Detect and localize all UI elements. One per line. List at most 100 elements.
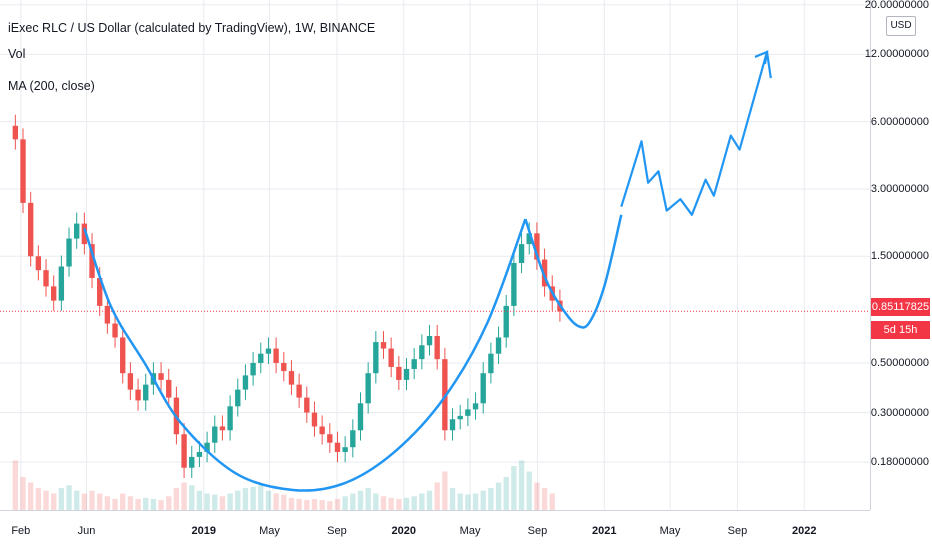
volume-bar: [541, 488, 548, 510]
time-tick-label: Jun: [77, 525, 96, 537]
volume-bar: [488, 488, 494, 510]
volume-bar: [288, 497, 295, 510]
time-scale[interactable]: Feb Jun 2019 May Sep 2020 May Sep 2021 May Sep 2022: [0, 510, 870, 551]
candle-body: [273, 348, 279, 363]
candle-body: [97, 277, 103, 306]
volume-bar: [235, 490, 241, 510]
candle-body: [449, 419, 456, 431]
candle-body: [189, 456, 195, 468]
volume-bar: [426, 490, 433, 510]
candle-body: [219, 426, 226, 431]
volume-bar: [327, 501, 333, 510]
volume-bar: [549, 493, 555, 510]
time-tick-label: 2022: [792, 525, 817, 537]
price-tick-label: 6.00000000: [870, 115, 929, 128]
candle-body: [511, 262, 517, 306]
volume-bar: [181, 482, 187, 510]
time-tick-label: Sep: [327, 525, 347, 537]
candle-body: [258, 353, 264, 363]
candle-body: [204, 442, 210, 452]
volume-bar: [518, 460, 525, 510]
volume-bar: [281, 494, 287, 510]
volume-bar: [212, 494, 218, 510]
legend-ma: MA (200, close): [8, 79, 95, 93]
volume-bar: [265, 490, 272, 510]
volume-bar: [511, 466, 517, 510]
candle-body: [373, 342, 379, 374]
candle-body: [403, 368, 410, 380]
volume-bar: [20, 477, 26, 510]
price-tick-label: 3.00000000: [870, 182, 929, 195]
candle-body: [288, 371, 295, 385]
candle-body: [127, 373, 134, 390]
candle-body: [12, 125, 19, 140]
candle-body: [311, 412, 318, 427]
volume-bar: [311, 499, 318, 510]
price-tick-label: 0.30000000: [870, 406, 929, 419]
candle-body: [143, 384, 149, 401]
currency-button[interactable]: USD: [886, 16, 916, 36]
candle-body: [327, 434, 333, 443]
volume-bar: [12, 460, 19, 510]
zigzag-projection: [620, 50, 772, 216]
candle-body: [112, 323, 118, 338]
grid-lines: [0, 0, 870, 510]
arrow-head: [754, 50, 769, 65]
volume-bar: [388, 497, 394, 510]
volume-bar: [403, 497, 410, 510]
candle-body: [135, 389, 141, 401]
candle-body: [488, 353, 494, 374]
price-tick-label: 1.50000000: [870, 250, 929, 263]
time-tick-label: 2020: [391, 525, 417, 537]
volume-bar: [51, 493, 57, 510]
volume-bar: [304, 500, 310, 510]
candle-body: [342, 447, 348, 452]
volume-bar: [380, 496, 387, 510]
candle-body: [541, 259, 548, 287]
candle-body: [120, 337, 126, 374]
candle-body: [419, 345, 425, 360]
volume-bar: [434, 482, 440, 510]
candle-body: [104, 305, 111, 324]
candle-body: [20, 139, 26, 203]
candle-body: [181, 434, 187, 468]
volume-bar: [534, 482, 540, 510]
candle-body: [357, 403, 364, 431]
candle-body: [242, 375, 249, 390]
candle-body: [411, 359, 417, 369]
time-tick-label: May: [459, 525, 481, 537]
candle-body: [518, 244, 525, 263]
candle-body: [534, 233, 540, 260]
drawing-layer[interactable]: [83, 50, 772, 492]
chart-svg[interactable]: [0, 0, 870, 510]
candle-body: [380, 342, 387, 349]
candle-body: [426, 336, 433, 346]
price-tick-label: 12.00000000: [864, 48, 929, 61]
chart-pane[interactable]: iExec RLC / US Dollar (calculated by Tra…: [0, 0, 870, 510]
volume-bar: [127, 496, 134, 510]
time-tick-label: 2021: [592, 525, 617, 537]
volume-bar: [442, 471, 448, 510]
candle-body: [250, 362, 256, 376]
price-tick-label: 20.00000000: [864, 0, 929, 11]
price-tick-label: 0.18000000: [870, 456, 929, 469]
volume-bar: [74, 490, 80, 510]
volume-bar: [112, 499, 118, 510]
candle-body: [388, 348, 394, 367]
volume-bar: [480, 490, 486, 510]
candlestick-series: [12, 114, 563, 478]
countdown-tag: 5d 15h: [871, 321, 930, 339]
candle-body: [396, 366, 402, 380]
volume-bar: [319, 500, 325, 510]
candle-body: [472, 403, 479, 410]
volume-bar: [365, 488, 371, 510]
price-scale[interactable]: 20.00000000 12.00000000 6.00000000 3.000000…: [865, 0, 932, 510]
volume-bar: [373, 493, 379, 510]
time-tick-label: 2019: [191, 525, 217, 537]
candle-body: [365, 373, 371, 404]
candle-body: [51, 286, 57, 301]
volume-bar: [357, 490, 364, 510]
candle-body: [27, 202, 34, 257]
candle-body: [495, 337, 502, 354]
volume-bar: [204, 493, 210, 510]
